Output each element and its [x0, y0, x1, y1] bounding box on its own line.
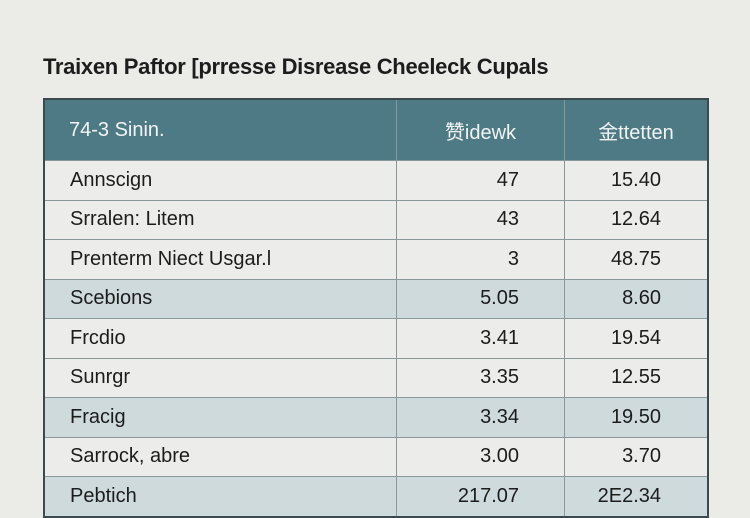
- table-cell: Pebtich: [43, 476, 397, 517]
- header-cell: 赞idewk: [396, 98, 565, 161]
- table-cell: 3.34: [396, 397, 565, 438]
- table-body: Annscign 47 15.40 Srralen: Litem 43 12.64 Pren…: [43, 160, 709, 517]
- table-cell: Srralen: Litem: [43, 199, 397, 240]
- table-row: Frcdio 3.41 19.54: [43, 318, 709, 359]
- page: Traixen Paftor [prresse Disrease Cheelec…: [43, 54, 709, 518]
- table-row: Scebions 5.05 8.60: [43, 278, 709, 319]
- table-row: Srralen: Litem 43 12.64: [43, 199, 709, 240]
- table-cell: Scebions: [43, 278, 397, 319]
- table-cell: 15.40: [564, 160, 709, 201]
- table-cell: 12.55: [564, 357, 709, 398]
- table-cell: Fracig: [43, 397, 397, 438]
- table-cell: 43: [396, 199, 565, 240]
- table-cell: 48.75: [564, 239, 709, 280]
- table-cell: 3.35: [396, 357, 565, 398]
- table-cell: 3: [396, 239, 565, 280]
- table-cell: 3.00: [396, 436, 565, 477]
- table-row: Pebtich 217.07 2E2.34: [43, 476, 709, 517]
- table-cell: Sarrock, abre: [43, 436, 397, 477]
- table-cell: 47: [396, 160, 565, 201]
- table-cell: 19.50: [564, 397, 709, 438]
- table-cell: 19.54: [564, 318, 709, 359]
- title: Traixen Paftor [prresse Disrease Cheelec…: [43, 54, 549, 79]
- table-cell: Annscign: [43, 160, 397, 201]
- table-cell: 8.60: [564, 278, 709, 319]
- header-cell: 金ttetten: [564, 98, 709, 161]
- table-cell: Sunrgr: [43, 357, 397, 398]
- data-table: 74-3 Sinin. 赞idewk 金ttetten Annscign 47 15.4…: [43, 98, 709, 518]
- table-row: Sunrgr 3.35 12.55: [43, 357, 709, 398]
- table-row: Sarrock, abre 3.00 3.70: [43, 436, 709, 477]
- table-cell: 5.05: [396, 278, 565, 319]
- table-cell: Frcdio: [43, 318, 397, 359]
- table-cell: 217.07: [396, 476, 565, 517]
- table-row: Annscign 47 15.40: [43, 160, 709, 201]
- table-row: Fracig 3.34 19.50: [43, 397, 709, 438]
- header-row: 74-3 Sinin. 赞idewk 金ttetten: [43, 98, 709, 161]
- table-cell: 2E2.34: [564, 476, 709, 517]
- table-cell: 12.64: [564, 199, 709, 240]
- table-cell: 3.41: [396, 318, 565, 359]
- table-row: Prenterm Niect Usgar.l 3 48.75: [43, 239, 709, 280]
- header-cell: 74-3 Sinin.: [43, 98, 397, 161]
- table-cell: Prenterm Niect Usgar.l: [43, 239, 397, 280]
- table-cell: 3.70: [564, 436, 709, 477]
